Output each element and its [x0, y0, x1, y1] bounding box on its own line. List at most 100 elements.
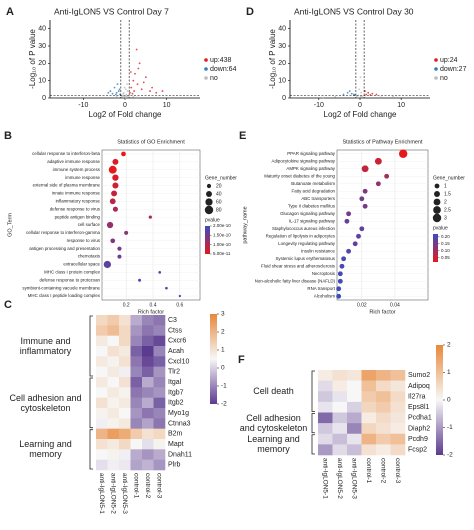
colorbar-label: 2: [221, 329, 225, 336]
heat-cell: [119, 366, 131, 378]
size-legend-label: 20: [216, 183, 222, 189]
heat-cell: [347, 370, 362, 381]
heat-cell: [376, 433, 391, 445]
y-axis-label: GO_Term: [7, 213, 13, 237]
y-tick-label: innate immune response: [52, 191, 101, 196]
y-tick-label: peptide antigen binding: [55, 214, 101, 219]
point: [355, 96, 358, 98]
point: [113, 86, 116, 89]
heat-cell: [107, 459, 120, 471]
point: [109, 90, 112, 92]
x-tick-label: -10: [78, 102, 88, 109]
y-tick-label: defense response to protozoan: [39, 277, 100, 282]
point: [119, 93, 121, 96]
heat-cell: [142, 366, 154, 378]
dot: [374, 157, 382, 165]
point: [121, 94, 124, 97]
row-label: Dnah11: [168, 451, 192, 458]
point: [348, 90, 351, 92]
group-label: Learning and memory: [247, 434, 300, 455]
y-tick-label: Type II diabetes mellitus: [288, 203, 336, 208]
heat-cell: [361, 412, 377, 424]
colorbar-label: 1.50e-10: [213, 233, 231, 238]
x-tick-label: 0.2: [123, 302, 130, 308]
dot: [138, 278, 142, 282]
point: [342, 93, 345, 96]
colorbar-label: 0.10: [441, 248, 450, 253]
x-axis-label: Rich factor: [138, 309, 164, 315]
point: [361, 95, 364, 98]
point: [161, 90, 164, 92]
heat-cell: [96, 335, 108, 347]
point: [136, 83, 139, 86]
heat-cell: [361, 380, 377, 392]
point: [132, 95, 135, 98]
row-label: Tlr2: [168, 369, 180, 376]
colorbar-label: -1: [221, 383, 227, 390]
heat-cell: [96, 315, 108, 326]
size-legend-dot: [205, 198, 213, 206]
heat-cell: [142, 459, 154, 471]
y-axis-label: -Log₁₀ of P value: [268, 29, 277, 89]
group-bracket: [89, 377, 93, 429]
group-label: Cell adhesion and cytoskeleton: [9, 392, 82, 413]
x-tick-label: 0: [123, 102, 127, 109]
point: [149, 90, 151, 92]
row-label: Plrb: [168, 462, 181, 469]
heat-cell: [119, 377, 131, 388]
point: [140, 88, 143, 91]
heat-cell: [119, 335, 131, 347]
dot: [375, 181, 381, 187]
panel-label: B: [4, 130, 12, 142]
y-tick-label: Longevity regulating pathway: [278, 241, 336, 246]
heat-cell: [347, 423, 362, 435]
column-label: control-3: [394, 458, 401, 484]
dot: [106, 221, 114, 229]
y-tick-label: immune response: [65, 175, 100, 180]
heat-cell: [130, 397, 143, 409]
heat-cell: [332, 412, 348, 424]
point: [134, 72, 136, 75]
dot: [352, 241, 358, 247]
heat-cell: [318, 412, 333, 424]
row-label: Itgb7: [168, 389, 184, 396]
dot: [384, 173, 390, 179]
heat-cell: [318, 370, 333, 381]
legend-label: down:27: [440, 66, 467, 73]
colorbar-label: 5.00e-11: [213, 251, 231, 256]
row-label: Fcsp2: [408, 447, 427, 454]
dot: [165, 286, 168, 290]
group-label-box: Cell adhesion and cytoskeleton: [9, 392, 82, 413]
y-tick-label: defense response to virus: [50, 206, 101, 211]
heat-cell: [130, 356, 143, 367]
heat-cell: [142, 449, 154, 460]
heat-cell: [142, 439, 154, 450]
point: [133, 90, 136, 92]
point: [116, 83, 119, 86]
dot: [362, 188, 368, 194]
heat-cell: [390, 380, 406, 392]
heat-cell: [361, 433, 377, 445]
legend-title: Gene_number: [205, 175, 237, 181]
y-tick-label: 30: [38, 43, 46, 50]
size-legend-dot: [434, 191, 440, 197]
heat-cell: [347, 391, 362, 403]
y-tick-label: 10: [38, 78, 46, 85]
size-legend-label: 60: [216, 199, 222, 205]
x-tick-label: 10: [397, 102, 405, 109]
heat-cell: [107, 366, 120, 378]
heat-cell: [332, 370, 348, 381]
size-legend-label: 40: [216, 191, 222, 197]
dot: [346, 211, 352, 217]
y-tick-label: ABC transporters: [301, 196, 335, 201]
heat-cell: [119, 428, 131, 440]
heat-cell: [347, 380, 362, 392]
heat-cell: [96, 428, 108, 440]
dot: [112, 174, 119, 181]
plot-frame: [336, 149, 429, 301]
heat-cell: [130, 408, 143, 419]
dot: [103, 260, 112, 269]
row-label: Il27ra: [408, 393, 426, 400]
panel-label: D: [246, 6, 254, 18]
